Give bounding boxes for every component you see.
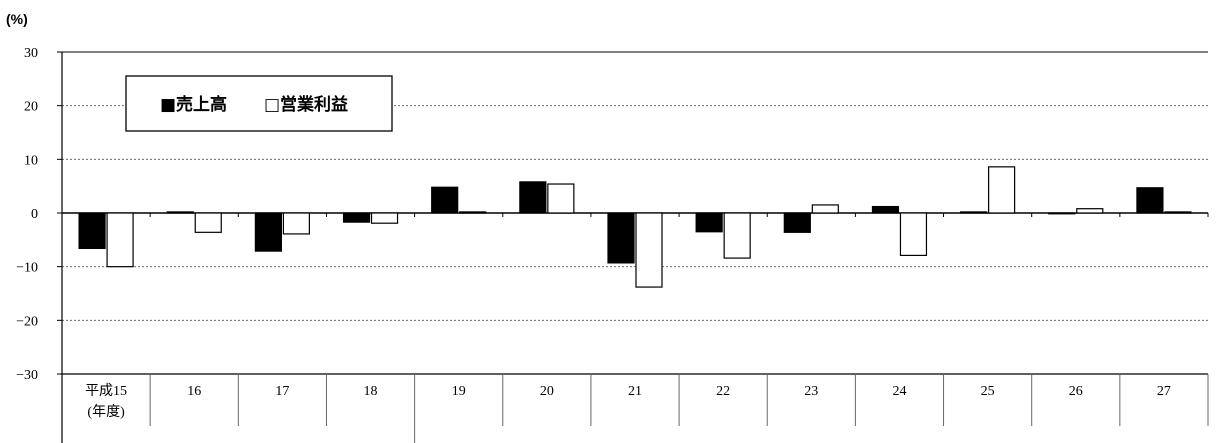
bar-sales bbox=[254, 212, 282, 252]
legend-box bbox=[125, 75, 393, 132]
y-tick-label: −30 bbox=[16, 368, 38, 383]
bar-sales bbox=[695, 212, 723, 233]
bar-operating-profit bbox=[459, 211, 487, 214]
x-category-label: 16 bbox=[187, 384, 201, 399]
x-category-label: 20 bbox=[540, 384, 554, 399]
x-category-labels: 平成15 16 17 18 19 20 21 22 23 24 25 26 27 (年度) bbox=[85, 383, 1171, 420]
y-tick-labels: −30 −20 −10 0 10 20 30 bbox=[16, 46, 38, 383]
bar-sales bbox=[78, 212, 106, 250]
x-category-label: 24 bbox=[892, 384, 906, 399]
y-tick-label: 0 bbox=[31, 207, 38, 222]
bar-sales bbox=[342, 212, 371, 223]
axes bbox=[61, 51, 1209, 443]
x-category-label: 平成15 bbox=[85, 383, 127, 399]
x-category-label: 19 bbox=[452, 384, 466, 399]
bar-operating-profit bbox=[899, 212, 928, 256]
bar-operating-profit bbox=[282, 212, 310, 235]
x-category-label: 23 bbox=[804, 384, 818, 399]
x-category-label: 22 bbox=[716, 384, 730, 399]
bar-sales bbox=[783, 212, 811, 233]
zero-line bbox=[61, 212, 1209, 217]
bar-sales bbox=[431, 186, 459, 214]
y-tick-label: 30 bbox=[24, 46, 38, 61]
y-unit-label: (%) bbox=[6, 11, 28, 27]
x-category-label: 25 bbox=[981, 384, 995, 399]
bar-sales bbox=[1048, 212, 1076, 215]
legend: ■売上高 □営業利益 bbox=[125, 75, 393, 132]
bar-sales bbox=[871, 205, 900, 214]
bar-operating-profit bbox=[988, 166, 1016, 214]
bar-operating-profit bbox=[811, 204, 839, 214]
y-tick-label: 10 bbox=[24, 153, 38, 168]
bar-operating-profit bbox=[106, 212, 134, 268]
y-tick-label: 20 bbox=[24, 100, 38, 115]
x-category-label: 18 bbox=[364, 384, 378, 399]
legend-entry-operating-profit: □営業利益 bbox=[264, 94, 348, 115]
x-category-label: 27 bbox=[1157, 384, 1171, 399]
x-category-sublabel: (年度) bbox=[87, 404, 125, 420]
bar-sales bbox=[166, 211, 194, 214]
bar-sales bbox=[1136, 187, 1164, 214]
bar-sales bbox=[607, 212, 635, 264]
bar-sales bbox=[519, 181, 547, 214]
bar-operating-profit bbox=[370, 212, 399, 224]
bar-sales bbox=[960, 211, 988, 214]
bar-operating-profit bbox=[194, 212, 222, 233]
y-tick-label: −20 bbox=[16, 314, 38, 329]
bar-operating-profit bbox=[1164, 211, 1192, 214]
x-category-label: 26 bbox=[1069, 384, 1083, 399]
y-tick-label: −10 bbox=[16, 261, 38, 276]
bar-operating-profit bbox=[723, 212, 751, 259]
bar-operating-profit bbox=[547, 183, 575, 214]
bars bbox=[78, 166, 1192, 288]
legend-entry-sales: ■売上高 bbox=[160, 94, 227, 115]
x-category-label: 21 bbox=[628, 384, 642, 399]
bar-operating-profit bbox=[635, 212, 663, 288]
bar-operating-profit bbox=[1076, 208, 1104, 214]
x-category-label: 17 bbox=[275, 384, 289, 399]
